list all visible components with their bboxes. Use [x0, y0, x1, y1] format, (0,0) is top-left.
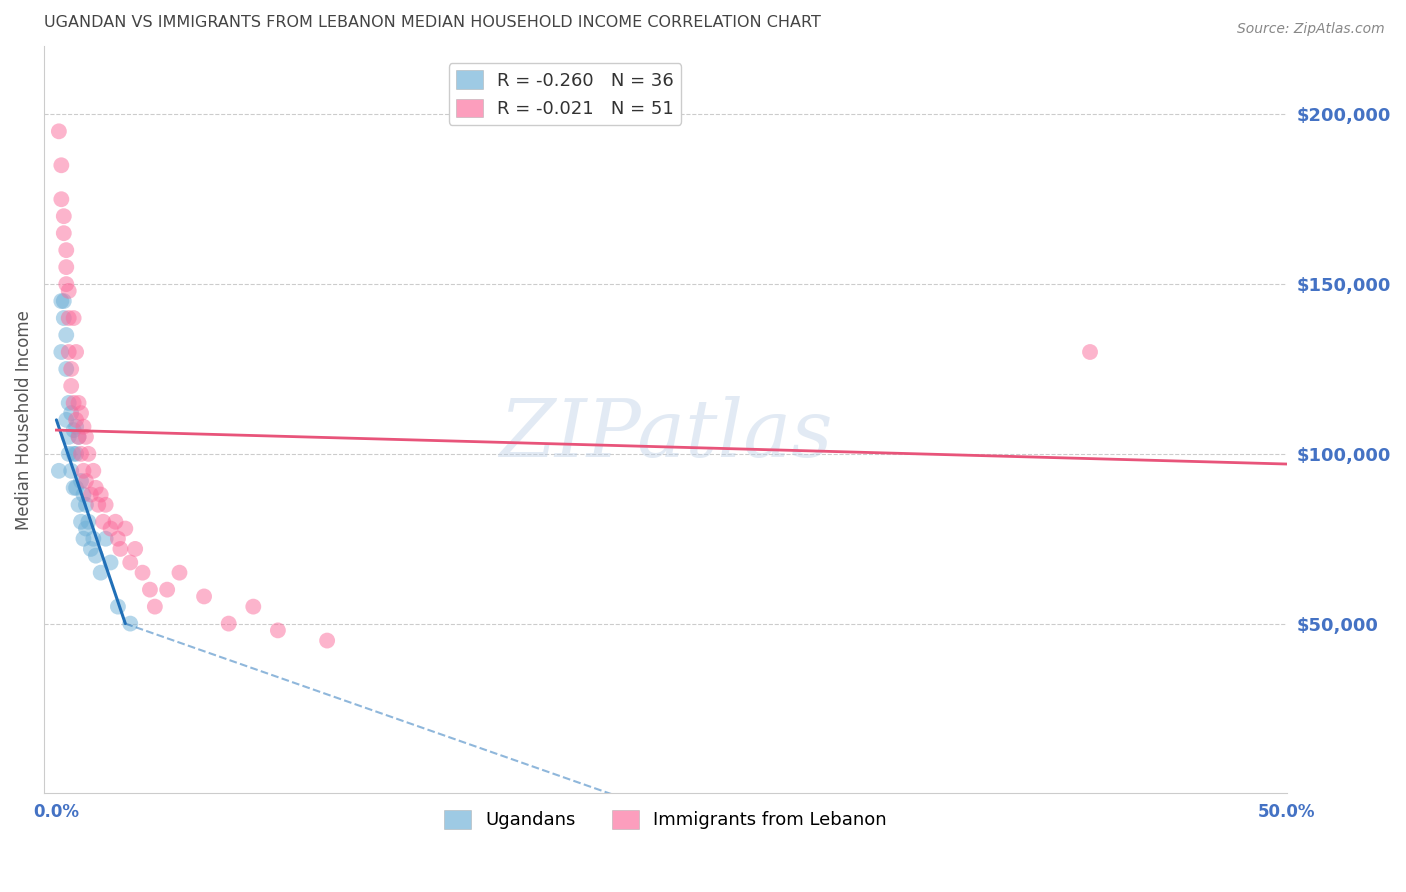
Point	[52, 311, 75, 326]
Point	[62, 481, 84, 495]
Point	[60, 406, 83, 420]
Point	[62, 423, 84, 437]
Point	[218, 616, 240, 631]
Point	[70, 447, 93, 461]
Y-axis label: Median Household Income: Median Household Income	[15, 310, 32, 530]
Point	[75, 474, 97, 488]
Point	[267, 624, 290, 638]
Point	[84, 481, 107, 495]
Point	[62, 396, 84, 410]
Point	[124, 541, 146, 556]
Point	[67, 430, 90, 444]
Point	[80, 541, 103, 556]
Point	[75, 430, 97, 444]
Point	[60, 379, 83, 393]
Point	[107, 599, 129, 614]
Point	[114, 522, 136, 536]
Text: Source: ZipAtlas.com: Source: ZipAtlas.com	[1237, 22, 1385, 37]
Point	[62, 447, 84, 461]
Point	[80, 487, 103, 501]
Point	[193, 590, 215, 604]
Point	[58, 311, 80, 326]
Point	[58, 396, 80, 410]
Point	[90, 487, 112, 501]
Point	[65, 447, 87, 461]
Point	[87, 498, 110, 512]
Point	[110, 541, 132, 556]
Point	[51, 192, 73, 206]
Point	[70, 406, 93, 420]
Point	[62, 311, 84, 326]
Point	[58, 345, 80, 359]
Point	[52, 209, 75, 223]
Point	[316, 633, 339, 648]
Point	[60, 362, 83, 376]
Point	[82, 532, 104, 546]
Point	[55, 362, 77, 376]
Point	[72, 532, 94, 546]
Point	[75, 498, 97, 512]
Text: ZIPatlas: ZIPatlas	[499, 396, 832, 474]
Point	[82, 464, 104, 478]
Point	[51, 294, 73, 309]
Point	[120, 616, 142, 631]
Point	[75, 522, 97, 536]
Point	[139, 582, 162, 597]
Point	[51, 345, 73, 359]
Point	[131, 566, 153, 580]
Point	[65, 419, 87, 434]
Point	[48, 464, 70, 478]
Point	[72, 419, 94, 434]
Point	[65, 345, 87, 359]
Point	[58, 430, 80, 444]
Point	[67, 430, 90, 444]
Text: UGANDAN VS IMMIGRANTS FROM LEBANON MEDIAN HOUSEHOLD INCOME CORRELATION CHART: UGANDAN VS IMMIGRANTS FROM LEBANON MEDIA…	[44, 15, 821, 30]
Point	[55, 277, 77, 291]
Point	[65, 413, 87, 427]
Point	[55, 260, 77, 274]
Point	[84, 549, 107, 563]
Point	[72, 464, 94, 478]
Point	[67, 498, 90, 512]
Point	[77, 447, 100, 461]
Legend: Ugandans, Immigrants from Lebanon: Ugandans, Immigrants from Lebanon	[437, 803, 894, 837]
Point	[51, 158, 73, 172]
Point	[60, 464, 83, 478]
Point	[48, 124, 70, 138]
Point	[91, 515, 114, 529]
Point	[107, 532, 129, 546]
Point	[52, 226, 75, 240]
Point	[55, 413, 77, 427]
Point	[100, 556, 122, 570]
Point	[100, 522, 122, 536]
Point	[65, 481, 87, 495]
Point	[1078, 345, 1101, 359]
Point	[52, 294, 75, 309]
Point	[77, 515, 100, 529]
Point	[90, 566, 112, 580]
Point	[55, 328, 77, 343]
Point	[55, 243, 77, 257]
Point	[104, 515, 127, 529]
Point	[94, 532, 117, 546]
Point	[156, 582, 179, 597]
Point	[72, 487, 94, 501]
Point	[94, 498, 117, 512]
Point	[67, 396, 90, 410]
Point	[143, 599, 166, 614]
Point	[58, 284, 80, 298]
Point	[242, 599, 264, 614]
Point	[70, 474, 93, 488]
Point	[120, 556, 142, 570]
Point	[169, 566, 191, 580]
Point	[70, 515, 93, 529]
Point	[58, 447, 80, 461]
